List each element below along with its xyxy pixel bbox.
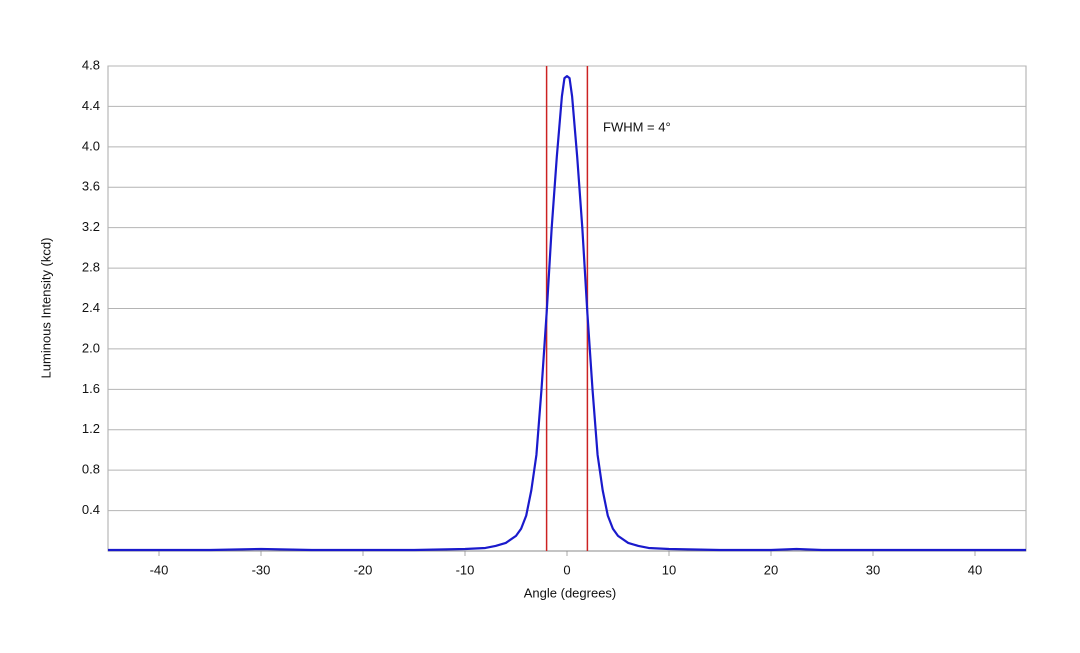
x-tick-label: 20 [764, 562, 778, 577]
y-tick-label: 4.8 [82, 57, 100, 72]
y-tick-label: 2.0 [82, 340, 100, 355]
y-tick-label: 0.4 [82, 502, 100, 517]
x-tick-label: 40 [968, 562, 982, 577]
x-tick-label: 10 [662, 562, 676, 577]
x-tick-label: -10 [456, 562, 475, 577]
y-tick-label: 3.6 [82, 179, 100, 194]
y-tick-label: 1.2 [82, 421, 100, 436]
x-tick-label: -30 [252, 562, 271, 577]
x-tick-label: 0 [563, 562, 570, 577]
y-tick-label: 2.4 [82, 300, 100, 315]
y-axis-label: Luminous Intensity (kcd) [38, 238, 53, 379]
annotation: FWHM = 4° [603, 119, 671, 134]
y-tick-label: 4.4 [82, 98, 100, 113]
y-tick-label: 0.8 [82, 462, 100, 477]
y-tick-label: 2.8 [82, 260, 100, 275]
y-tick-label: 1.6 [82, 381, 100, 396]
y-tick-label: 3.2 [82, 219, 100, 234]
x-axis-label: Angle (degrees) [524, 585, 617, 600]
y-tick-label: 4.0 [82, 138, 100, 153]
data-line [108, 75, 1026, 552]
x-tick-label: 30 [866, 562, 880, 577]
x-tick-label: -20 [354, 562, 373, 577]
x-tick-label: -40 [150, 562, 169, 577]
